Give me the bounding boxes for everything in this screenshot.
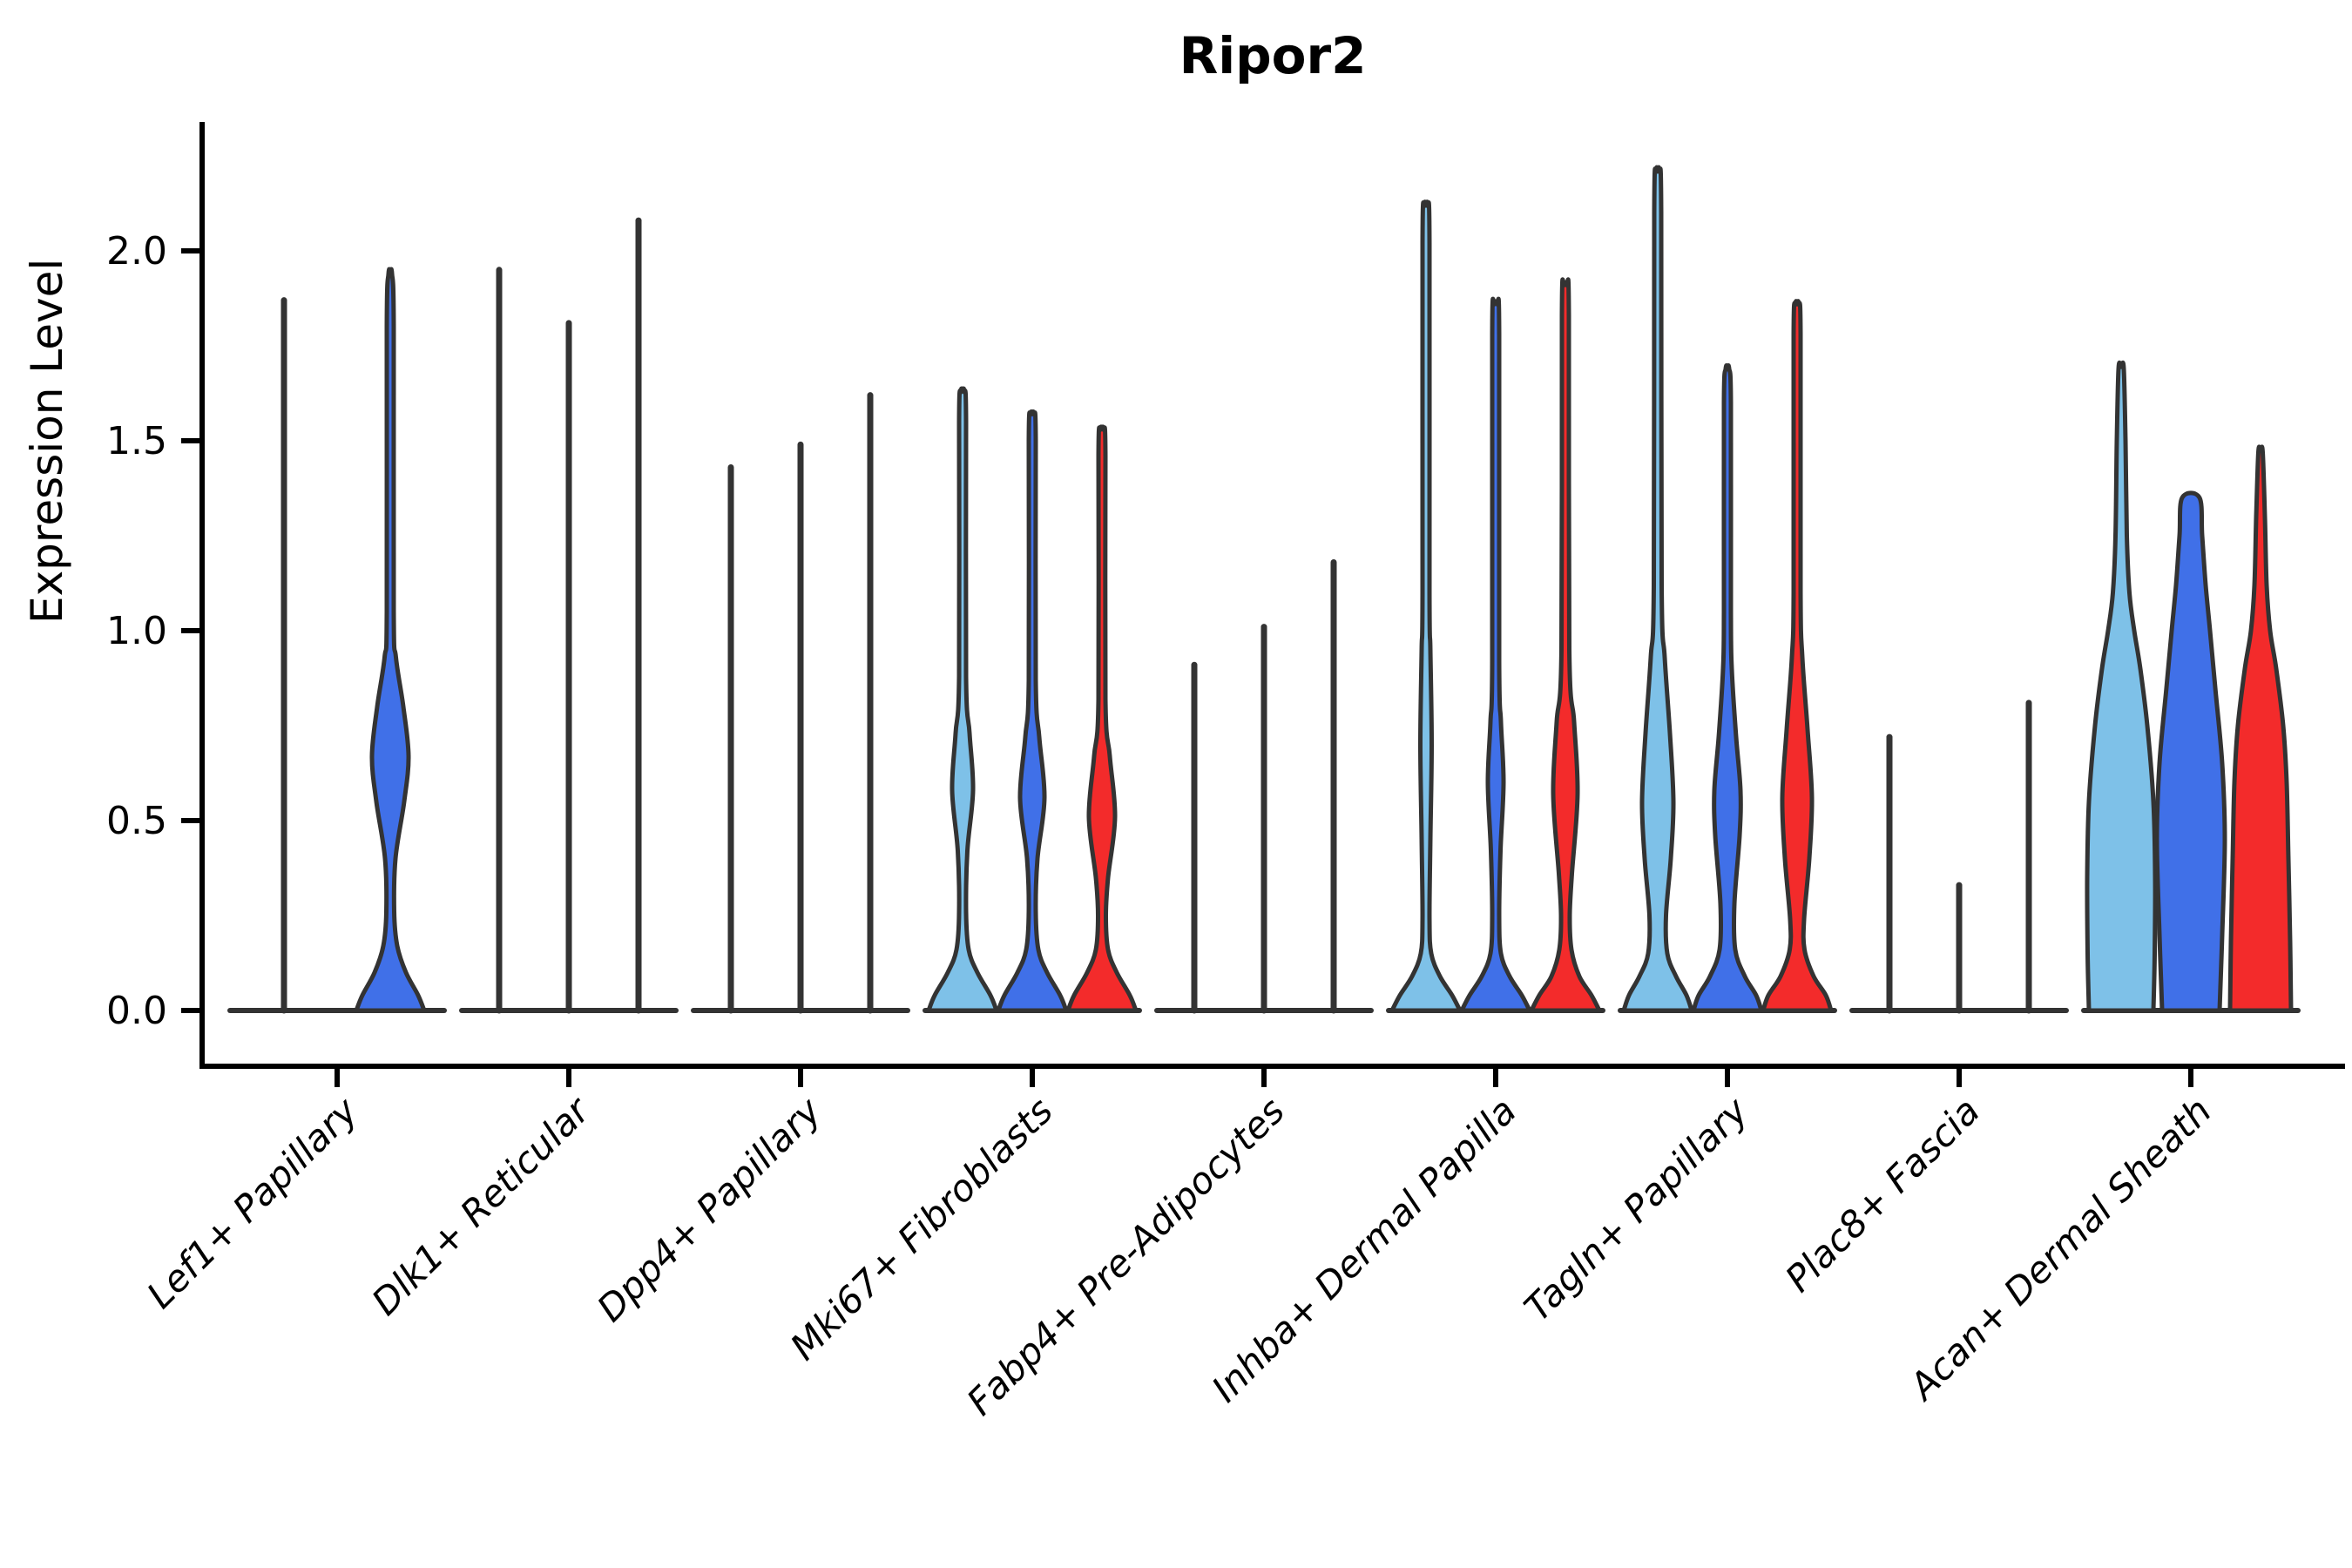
violin-red bbox=[1065, 424, 1139, 1013]
violin-lightblue bbox=[2085, 360, 2158, 1013]
violin-blue bbox=[2154, 490, 2227, 1013]
violin-lightblue bbox=[926, 386, 999, 1013]
x-tick-label: Tagln+ Papillary bbox=[1516, 1089, 1757, 1330]
y-tick-label: 1.5 bbox=[106, 419, 167, 463]
chart-title: Ripor2 bbox=[1179, 26, 1367, 85]
violin-red bbox=[1529, 277, 1602, 1013]
violin-blue bbox=[1691, 363, 1764, 1013]
x-tick-label: Plac8+ Fascia bbox=[1777, 1089, 1988, 1300]
violin-red bbox=[1761, 299, 1834, 1013]
y-tick-label: 0.0 bbox=[106, 989, 167, 1033]
violin-blue bbox=[1459, 296, 1532, 1013]
y-axis-label: Expression Level bbox=[22, 258, 72, 624]
x-tick-label: Dlk1+ Reticular bbox=[363, 1087, 599, 1323]
violin-blue bbox=[354, 267, 427, 1013]
x-tick-label: Lef1+ Papillary bbox=[139, 1089, 367, 1317]
x-tick-label: Dpp4+ Papillary bbox=[589, 1089, 830, 1330]
y-tick-label: 0.5 bbox=[106, 799, 167, 843]
y-tick-label: 1.0 bbox=[106, 609, 167, 653]
violin-lightblue bbox=[1389, 199, 1463, 1013]
y-tick-label: 2.0 bbox=[106, 229, 167, 274]
violin-blue bbox=[996, 409, 1069, 1013]
violin-red bbox=[2227, 444, 2294, 1013]
x-tick-label: Mki67+ Fibroblasts bbox=[782, 1089, 1061, 1368]
violin-lightblue bbox=[1621, 165, 1694, 1013]
